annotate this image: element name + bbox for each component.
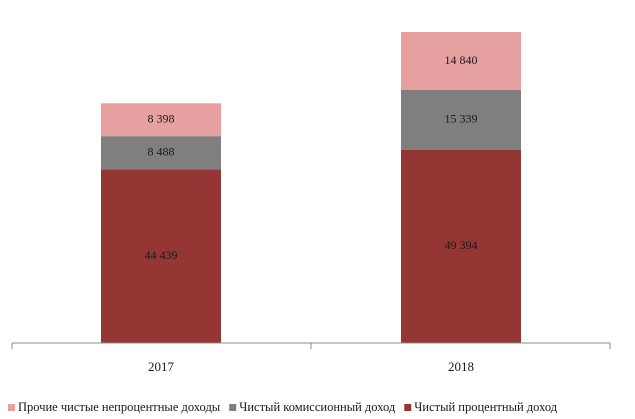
legend-label-0: Чистый процентный доход <box>414 400 557 414</box>
data-label-2018-2: 14 840 <box>445 53 478 67</box>
category-labels-layer: 2017 2018 <box>148 359 474 374</box>
category-label-2018: 2018 <box>448 359 474 374</box>
data-label-2017-2: 8 398 <box>148 111 175 125</box>
legend-swatch-1 <box>229 404 237 411</box>
bar-segment-2017-2 <box>101 103 221 137</box>
data-label-2017-1: 8 488 <box>148 144 175 158</box>
legend: Прочие чистые непроцентные доходы Чистый … <box>8 400 558 414</box>
legend-swatch-0 <box>404 404 412 411</box>
data-label-2017-0: 44 439 <box>145 248 178 262</box>
bar-segment-2018-1 <box>401 90 521 150</box>
data-labels-layer: 44 439 8 488 8 398 49 394 15 339 14 840 <box>145 53 478 262</box>
legend-label-2: Прочие чистые непроцентные доходы <box>18 400 221 414</box>
bar-segment-2017-1 <box>101 136 221 170</box>
bar-segment-2018-2 <box>401 32 521 91</box>
bar-segment-2018-0 <box>401 149 521 343</box>
data-label-2018-1: 15 339 <box>445 112 478 126</box>
bars-layer <box>101 32 521 343</box>
legend-label-1: Чистый комиссионный доход <box>239 400 396 414</box>
legend-swatch-2 <box>8 404 15 411</box>
data-label-2018-0: 49 394 <box>445 238 478 252</box>
bar-segment-2017-0 <box>101 169 221 343</box>
category-label-2017: 2017 <box>148 359 175 374</box>
